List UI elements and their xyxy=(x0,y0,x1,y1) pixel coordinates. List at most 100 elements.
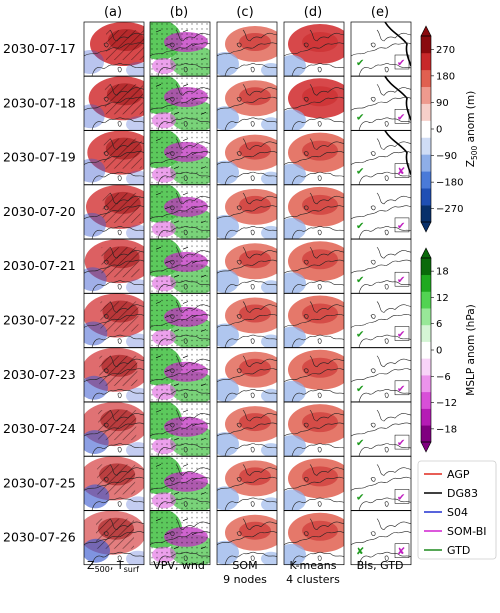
colorbar-z500: 270 180 90 0 −90 −180 −270 Z500 anom (m) xyxy=(420,25,479,233)
panel-b-row-3 xyxy=(149,130,211,185)
gtd-mark-left: ✔ xyxy=(356,221,364,232)
colorbar-mslp-tick-label: 6 xyxy=(436,319,442,330)
footer-b: VPV, wnd xyxy=(153,559,205,572)
gtd-mark-right: ✘ xyxy=(397,167,405,178)
panel-d-row-1 xyxy=(283,21,345,77)
gtd-mark-left: ✔ xyxy=(356,438,364,449)
colorbar-mslp-band xyxy=(421,425,431,443)
panel-e-row-4: ✔ ✔ xyxy=(350,184,412,240)
panel-d-row-10 xyxy=(283,510,345,566)
panel-b-row-7 xyxy=(149,347,211,403)
colorbar-z500-tick-label: −270 xyxy=(436,204,463,215)
gtd-mark-right: ✔ xyxy=(397,384,405,395)
footer-a: Z500, Tsurf xyxy=(87,559,139,574)
panel-e-row-7: ✔ ✔ xyxy=(350,347,412,403)
gtd-mark-right: ✔ xyxy=(397,112,405,123)
colorbar-mslp-tick-label: 12 xyxy=(436,293,449,304)
colorbar-z500-band xyxy=(421,171,431,189)
panel-b-row-1 xyxy=(149,21,211,77)
colorbar-z500-label: Z500 anom (m) xyxy=(465,91,479,167)
panel-b-row-9 xyxy=(149,456,211,511)
panel-b-row-6 xyxy=(149,293,211,348)
gtd-mark-left: ✔ xyxy=(356,58,364,69)
panel-a-row-5 xyxy=(83,238,145,294)
panel-a-row-9 xyxy=(83,456,145,511)
row-date-label: 2030-07-21 xyxy=(3,258,76,273)
panel-b-row-8 xyxy=(149,401,211,457)
colorbar-z500-tick-label: −90 xyxy=(436,151,457,162)
colorbar-mslp-label: MSLP anom (hPa) xyxy=(465,304,477,395)
row-date-label: 2030-07-19 xyxy=(3,150,76,165)
panel-c-row-8 xyxy=(216,401,278,457)
legend: AGP DG83 S04 SOM-BI GTD xyxy=(417,460,497,560)
legend-frame xyxy=(417,460,497,560)
gtd-mark-right: ✔ xyxy=(397,438,405,449)
row-date-label: 2030-07-24 xyxy=(3,421,76,436)
column-header-d: (d) xyxy=(304,5,322,20)
footer-d-line2: 4 clusters xyxy=(286,573,340,586)
colorbar-z500-tick-label: 0 xyxy=(436,125,442,136)
panel-e-row-8: ✔ ✔ xyxy=(350,401,412,457)
gtd-mark-right: ✔ xyxy=(397,221,405,232)
colorbar-mslp-band xyxy=(421,375,431,393)
panel-a-row-2 xyxy=(83,75,145,131)
row-date-label: 2030-07-26 xyxy=(3,530,76,545)
row-date-label: 2030-07-18 xyxy=(3,95,76,110)
colorbar-z500-tick-label: 90 xyxy=(436,98,449,109)
row-date-label: 2030-07-23 xyxy=(3,367,76,382)
row-date-label: 2030-07-17 xyxy=(3,41,76,56)
colorbar-mslp-band xyxy=(421,308,431,326)
panel-e-row-1: ✔ ✔ xyxy=(350,21,412,77)
panel-e-row-9: ✔ ✔ xyxy=(350,456,412,511)
panel-c-row-6 xyxy=(216,293,278,348)
colorbar-mslp-tick-label: 0 xyxy=(436,346,442,357)
column-header-b: (b) xyxy=(170,5,188,20)
panel-a-row-10 xyxy=(83,510,145,566)
gtd-mark-left: ✔ xyxy=(356,384,364,395)
panel-c-row-7 xyxy=(216,347,278,403)
row-date-label: 2030-07-20 xyxy=(3,204,76,219)
colorbar-z500-band xyxy=(421,69,431,88)
panel-e-row-5: ✔ ✔ xyxy=(350,238,412,294)
panel-c-row-3 xyxy=(216,130,278,185)
panel-d-row-2 xyxy=(283,75,345,131)
colorbar-z500-top-cap xyxy=(420,25,432,37)
colorbar-z500-band xyxy=(421,120,431,138)
colorbar-z500-tick-label: 270 xyxy=(436,45,455,56)
panel-d-row-8 xyxy=(283,401,345,457)
panel-a-row-3 xyxy=(83,130,145,185)
colorbar-z500-band xyxy=(421,188,431,206)
panel-c-row-4 xyxy=(216,184,278,240)
panel-grid: ✔ ✔✔ ✔✔ ✘✔ ✔✔ ✔✔ ✔✔ ✔✔ ✔✔ ✔✘ ✘ xyxy=(83,21,412,566)
panel-c-row-5 xyxy=(216,238,278,294)
row-date-label: 2030-07-22 xyxy=(3,313,76,328)
colorbar-z500-band xyxy=(421,86,431,104)
colorbar-mslp-tick-label: −6 xyxy=(436,372,451,383)
footer-c-line2: 9 nodes xyxy=(223,573,267,586)
colorbar-mslp-top-cap xyxy=(420,247,432,259)
gtd-mark-right: ✘ xyxy=(397,547,405,558)
panel-e-row-3: ✔ ✘ xyxy=(350,130,412,185)
gtd-mark-right: ✔ xyxy=(397,492,405,503)
panel-d-row-3 xyxy=(283,130,345,185)
colorbar-z500-tick-label: 180 xyxy=(436,71,455,82)
row-date-label: 2030-07-25 xyxy=(3,475,76,490)
colorbar-z500-band xyxy=(421,36,431,54)
colorbar-mslp-band xyxy=(421,274,431,292)
colorbar-mslp-band xyxy=(421,324,431,342)
colorbar-mslp-tick-label: −12 xyxy=(436,398,457,409)
panel-c-row-9 xyxy=(216,456,278,511)
panel-a-row-1 xyxy=(83,21,145,77)
column-header-c: (c) xyxy=(236,5,253,20)
colorbar-mslp: 18 12 6 0 −6 −12 −18 MSLP anom (hPa) xyxy=(420,247,477,453)
panel-b-row-5 xyxy=(149,238,211,294)
panel-e-row-10: ✘ ✘ xyxy=(350,510,412,566)
legend-label: SOM-BI xyxy=(447,525,487,538)
panel-e-row-6: ✔ ✔ xyxy=(350,293,412,348)
gtd-mark-left: ✘ xyxy=(356,547,364,558)
panel-b-row-10 xyxy=(149,510,211,566)
colorbar-mslp-bottom-cap xyxy=(420,441,432,453)
colorbar-z500-band xyxy=(421,103,431,121)
panel-d-row-6 xyxy=(283,293,345,348)
